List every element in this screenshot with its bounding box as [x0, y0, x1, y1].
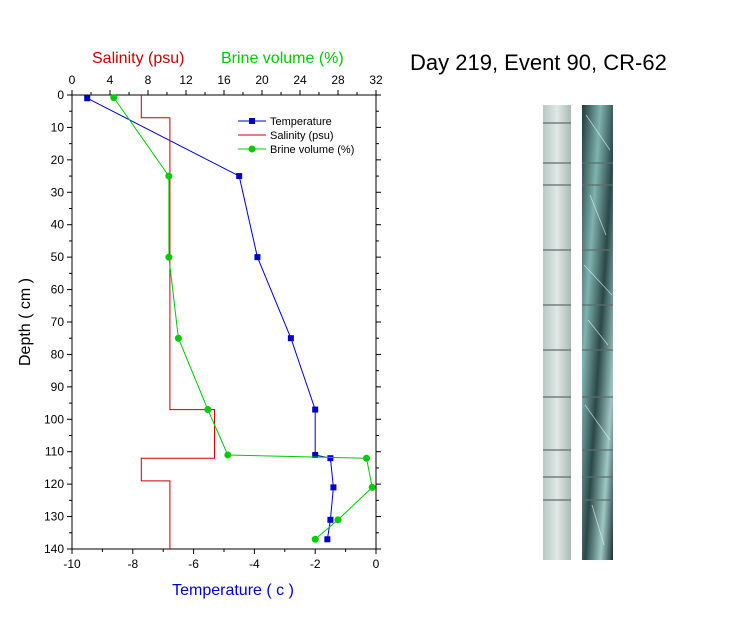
legend-label-salinity-psu: Salinity (psu) [270, 130, 334, 142]
temperature-point [327, 455, 334, 462]
brine-volume-line [113, 97, 373, 540]
x-bottom-tick-label: -10 [63, 557, 81, 571]
series-layer [84, 94, 376, 549]
temperature-point [84, 95, 91, 102]
bottom-axis-title: Temperature ( c ) [172, 582, 294, 599]
y-tick-label: 60 [51, 283, 65, 297]
top-axis-title-brine: Brine volume (%) [221, 50, 344, 67]
y-tick-label: 130 [44, 510, 64, 524]
y-tick-label: 80 [51, 347, 65, 361]
legend: Temperature Salinity (psu) Brine volume (%… [238, 116, 354, 156]
brine-volume-point [334, 516, 342, 524]
temperature-point [312, 451, 319, 458]
brine-volume-point [165, 172, 173, 180]
axis-labels: Salinity (psu) Brine volume (%) Temperat… [17, 50, 344, 599]
y-tick-label: 120 [44, 477, 64, 491]
temperature-point [330, 484, 337, 491]
legend-label-temperature: Temperature [270, 116, 332, 128]
x-top-tick-label: 8 [145, 73, 152, 87]
x-top-tick-label: 0 [69, 73, 76, 87]
x-top-tick-label: 32 [369, 73, 383, 87]
ice-core-photo [543, 105, 613, 560]
temperature-point [312, 406, 319, 413]
brine-volume-point [363, 454, 370, 462]
y-tick-label: 70 [51, 315, 65, 329]
legend-marker-temperature [249, 118, 255, 124]
y-tick-label: 100 [44, 412, 64, 426]
y-tick-label: 110 [45, 445, 64, 459]
temperature-point [287, 335, 294, 342]
temperature-point [324, 536, 331, 543]
y-tick-label: 90 [51, 380, 65, 394]
legend-label-brine-volume: Brine volume (%) [270, 144, 354, 156]
y-tick-label: 50 [51, 250, 65, 264]
y-tick-label: 10 [51, 120, 65, 134]
plot-frame [71, 94, 377, 550]
y-tick-label: 20 [51, 153, 65, 167]
x-top-tick-label: 16 [217, 73, 231, 87]
brine-volume-point [110, 94, 118, 102]
core-section-left [543, 105, 571, 560]
brine-volume-point [204, 406, 212, 414]
temperature-line [86, 97, 334, 540]
brine-volume-point [311, 535, 319, 543]
salinity-psu-line [140, 95, 215, 549]
y-axis-title: Depth ( cm ) [17, 278, 34, 366]
y-tick-label: 30 [51, 185, 65, 199]
temperature-point [236, 173, 243, 180]
x-bottom-tick-label: -8 [127, 557, 138, 571]
x-bottom-tick-label: -2 [310, 557, 321, 571]
y-tick-label: 140 [44, 542, 64, 556]
x-bottom-tick-label: -4 [249, 557, 260, 571]
x-top-tick-label: 24 [293, 73, 307, 87]
y-tick-label: 40 [51, 218, 65, 232]
top-axis-title-salinity: Salinity (psu) [92, 50, 184, 67]
x-bottom-tick-label: 0 [373, 557, 380, 571]
x-top-tick-label: 28 [331, 73, 345, 87]
x-top-tick-label: 12 [179, 73, 193, 87]
legend-marker-brine-volume [248, 145, 256, 153]
temperature-point [327, 516, 334, 523]
x-bottom-tick-label: -6 [188, 557, 199, 571]
brine-volume-point [165, 253, 173, 261]
temperature-point [254, 254, 261, 261]
brine-volume-point [368, 483, 376, 491]
y-tick-label: 0 [57, 88, 64, 102]
x-top-tick-label: 4 [107, 73, 114, 87]
x-top-tick-label: 20 [255, 73, 269, 87]
page-title: Day 219, Event 90, CR-62 [410, 50, 667, 75]
brine-volume-point [174, 334, 182, 342]
brine-volume-point [224, 451, 232, 459]
